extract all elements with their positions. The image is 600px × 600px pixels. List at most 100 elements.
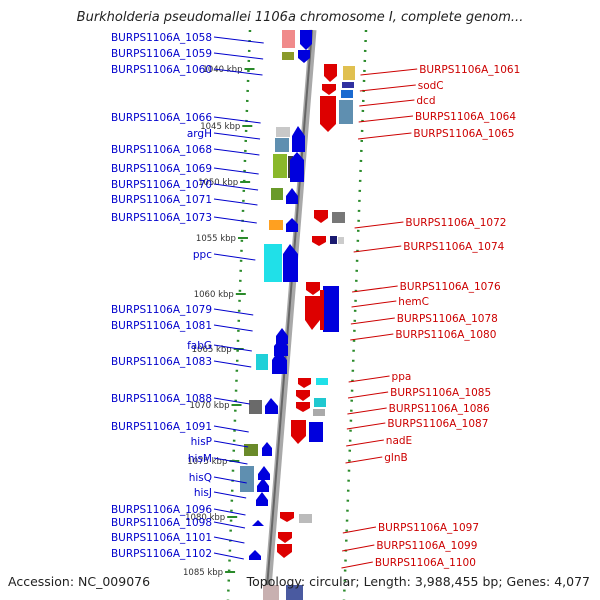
- map-title: Burkholderia pseudomallei 1106a chromoso…: [76, 10, 524, 25]
- right-gene-label: ppa: [392, 371, 412, 383]
- gene-1074-arrow: [312, 236, 326, 246]
- left-callout-line: [213, 116, 261, 124]
- right-gene-label: hemC: [398, 296, 429, 308]
- left-gene-labels: BURPS1106A_1058 BURPS1106A_1059 BURPS1106A…: [111, 32, 264, 560]
- right-callout-line: [342, 544, 375, 552]
- gene-1074-b: [338, 237, 344, 244]
- gene-hemC-arrow: [305, 296, 320, 330]
- right-callout-line: [346, 422, 386, 430]
- left-gene-label: BURPS1106A_1101: [111, 532, 212, 544]
- gene-1078: [323, 286, 339, 332]
- left-gene-label: BURPS1106A_1083: [111, 356, 212, 368]
- left-callout-line: [213, 167, 259, 175]
- left-gene-label: BURPS1106A_1070: [111, 179, 212, 191]
- gene-argH-arrow: [292, 126, 305, 152]
- left-gene-label: argH: [187, 128, 212, 140]
- right-callout-line: [350, 333, 394, 341]
- left-dotted-guide: [226, 29, 252, 600]
- right-gene-label: BURPS1106A_1080: [395, 329, 496, 341]
- gene-1100-arrow: [277, 544, 292, 558]
- left-callout-line: [213, 36, 264, 44]
- left-gene-label: BURPS1106A_1079: [111, 304, 212, 316]
- gene-1070: [271, 188, 283, 200]
- gene-1097: [299, 514, 312, 523]
- right-callout-line: [354, 221, 404, 229]
- gene-sodC-arrow: [322, 84, 336, 95]
- right-gene-label: BURPS1106A_1085: [390, 387, 491, 399]
- right-callout-line: [353, 245, 402, 253]
- right-gene-label: dcd: [416, 95, 435, 107]
- left-gene-label: fabG: [187, 340, 212, 352]
- left-gene-label: BURPS1106A_1069: [111, 163, 212, 175]
- right-callout-line: [359, 84, 416, 92]
- gene-1058-arrow: [300, 30, 312, 50]
- gene-1066: [276, 127, 290, 137]
- gene-1074: [330, 236, 337, 244]
- gene-hisQ-arrow: [257, 478, 269, 492]
- kbp-tick-label: 1080 kbp: [185, 513, 225, 523]
- left-gene-label: BURPS1106A_1058: [111, 32, 212, 44]
- kbp-tick-label: 1060 kbp: [194, 290, 234, 300]
- gene-1061-arrow: [324, 64, 337, 82]
- summary-text: Topology: circular; Length: 3,988,455 bp…: [246, 574, 590, 589]
- gene-1099-arrow: [278, 532, 292, 543]
- gene-nadE-arrow: [291, 420, 306, 444]
- left-gene-label: BURPS1106A_1068: [111, 144, 212, 156]
- right-gene-label: BURPS1106A_1061: [419, 64, 520, 76]
- gene-1088: [249, 400, 262, 414]
- right-callout-line: [342, 526, 377, 534]
- gene-hisP: [244, 444, 258, 456]
- left-gene-label: hisP: [191, 436, 212, 448]
- left-callout-line: [213, 198, 258, 206]
- right-callout-line: [350, 317, 395, 325]
- gene-1071-arrow: [286, 188, 298, 204]
- kbp-tick-label: 1050 kbp: [198, 178, 238, 188]
- gene-1059: [282, 52, 294, 60]
- gene-hisJ-arrow: [256, 492, 268, 506]
- right-gene-label: sodC: [418, 80, 444, 92]
- right-gene-label: BURPS1106A_1074: [403, 241, 504, 253]
- gene-1060-arrow: [298, 50, 310, 63]
- gene-1085-arrow: [296, 390, 310, 401]
- gene-1087: [313, 409, 325, 416]
- right-gene-label: BURPS1106A_1076: [400, 281, 501, 293]
- gene-1086: [314, 398, 326, 407]
- gene-1097-arrow: [280, 512, 294, 522]
- left-gene-label: BURPS1106A_1102: [111, 548, 212, 560]
- left-callout-line: [213, 521, 246, 529]
- right-gene-label: BURPS1106A_1097: [378, 522, 479, 534]
- left-callout-line: [213, 68, 263, 76]
- left-callout-line: [213, 253, 256, 261]
- right-callout-line: [345, 456, 383, 464]
- right-gene-label: glnB: [384, 452, 407, 464]
- left-callout-line: [213, 440, 249, 448]
- right-gene-label: BURPS1106A_1099: [376, 540, 477, 552]
- gene-1058: [282, 30, 295, 48]
- right-callout-line: [352, 285, 398, 293]
- gene-ppc: [264, 244, 282, 282]
- right-callout-line: [357, 132, 412, 140]
- right-callout-line: [348, 375, 390, 383]
- left-gene-label: hisQ: [189, 472, 212, 484]
- left-callout-line: [213, 476, 247, 484]
- gene-1061: [343, 66, 355, 80]
- left-gene-label: BURPS1106A_1081: [111, 320, 212, 332]
- left-callout-line: [213, 491, 247, 499]
- gene-1072: [332, 212, 345, 223]
- kbp-tick-label: 1085 kbp: [183, 568, 223, 578]
- right-callout-line: [359, 99, 415, 107]
- gene-1073-arrow: [286, 218, 298, 232]
- right-callout-line: [360, 68, 418, 76]
- gene-fabG: [256, 354, 268, 370]
- left-callout-line: [213, 148, 260, 156]
- left-gene-label: ppc: [193, 249, 212, 261]
- gene-1083-arrow: [272, 350, 287, 374]
- gene-hisP-arrow: [262, 442, 272, 456]
- kbp-tick-label: 1065 kbp: [192, 345, 232, 355]
- left-gene-label: BURPS1106A_1096: [111, 504, 212, 516]
- accession-text: Accession: NC_009076: [8, 574, 151, 589]
- gene-1068: [273, 154, 287, 178]
- left-gene-label: BURPS1106A_1091: [111, 421, 212, 433]
- gene-1064: [339, 100, 353, 124]
